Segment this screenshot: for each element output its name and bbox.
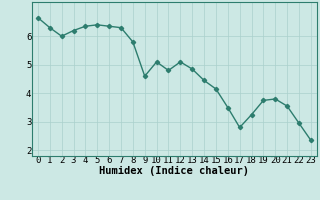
X-axis label: Humidex (Indice chaleur): Humidex (Indice chaleur) [100,166,249,176]
